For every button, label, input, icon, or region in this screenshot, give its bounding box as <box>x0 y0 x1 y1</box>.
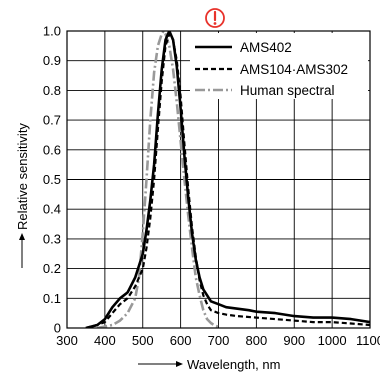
y-tick-label: 0.8 <box>43 83 61 98</box>
x-tick-label: 500 <box>132 333 154 348</box>
y-axis-label: Relative sensitivity <box>15 123 30 230</box>
y-tick-label: 0.5 <box>43 172 61 187</box>
x-tick-label: 400 <box>94 333 116 348</box>
series-line-human-spectral <box>97 31 219 328</box>
y-tick-label: 0.1 <box>43 291 61 306</box>
x-tick-label: 900 <box>283 333 305 348</box>
exclamation-circle-icon[interactable] <box>205 8 225 28</box>
y-tick-label: 0.6 <box>43 142 61 157</box>
x-axis-label-group: Wavelength, nm <box>138 357 280 372</box>
x-tick-label: 800 <box>246 333 268 348</box>
y-tick-label: 0.3 <box>43 231 61 246</box>
x-tick-label: 600 <box>170 333 192 348</box>
y-tick-label: 0.7 <box>43 113 61 128</box>
y-tick-label: 0.4 <box>43 202 61 217</box>
y-axis-arrowhead <box>19 233 25 240</box>
x-tick-label: 300 <box>56 333 78 348</box>
series-line-ams402 <box>85 31 370 328</box>
y-tick-label: 1.0 <box>43 24 61 39</box>
legend-label-human: Human spectral <box>240 83 335 98</box>
legend-label-ams104: AMS104·AMS302 <box>240 62 348 77</box>
y-tick-label: 0.2 <box>43 261 61 276</box>
x-tick-label: 700 <box>208 333 230 348</box>
y-tick-label: 0 <box>54 321 61 336</box>
x-axis-label: Wavelength, nm <box>187 357 280 372</box>
series-layer <box>85 31 370 328</box>
x-tick-label: 1000 <box>318 333 347 348</box>
legend-box <box>190 33 368 99</box>
plot-frame <box>66 30 371 329</box>
y-axis-label-group: Relative sensitivity <box>15 123 30 268</box>
legend-label-ams402: AMS402 <box>240 40 292 55</box>
y-tick-label: 0.9 <box>43 53 61 68</box>
y-tick-labels: 0 0.1 0.2 0.3 0.4 0.5 0.6 0.7 0.8 0.9 1.0 <box>43 24 61 336</box>
legend: AMS402 AMS104·AMS302 Human spectral <box>190 33 368 99</box>
x-axis-arrowhead <box>176 361 183 367</box>
